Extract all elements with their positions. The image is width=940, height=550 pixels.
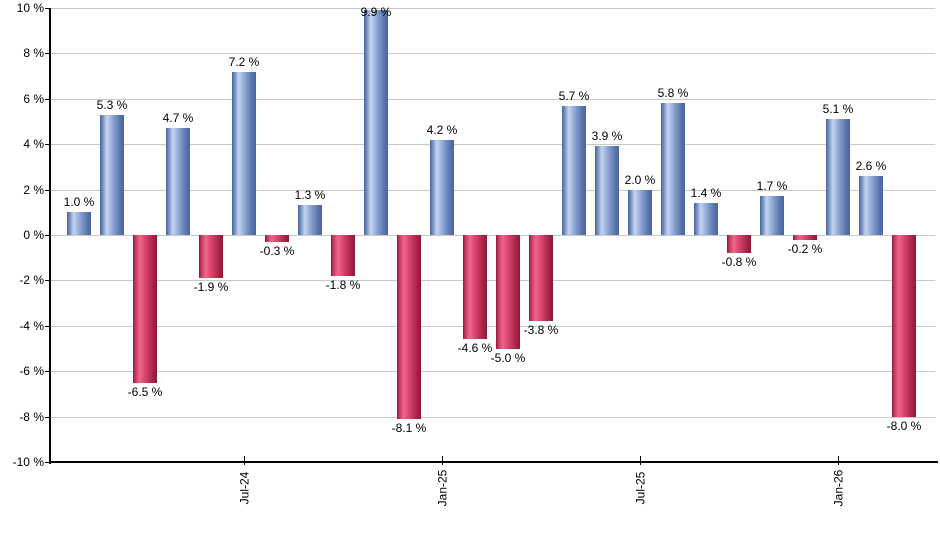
y-axis-tick <box>45 462 50 463</box>
bar-positive <box>595 146 619 235</box>
gridline <box>50 8 935 9</box>
y-tick-label: -6 % <box>19 364 44 379</box>
gridline <box>50 98 935 100</box>
bar-value-label: 5.1 % <box>822 102 854 117</box>
y-axis-tick <box>45 53 50 55</box>
bar-value-label: 3.9 % <box>591 129 623 144</box>
bar-positive <box>859 175 883 235</box>
x-tick-label: Jul-25 <box>600 448 680 528</box>
x-tick-label-text: Jan-26 <box>830 469 845 507</box>
x-tick-label-text: Jul-24 <box>237 471 251 505</box>
bar-value-label: -5.0 % <box>490 350 526 365</box>
bar-value-label: 1.4 % <box>690 186 722 201</box>
bar-positive <box>628 189 652 235</box>
bar-positive <box>232 71 256 235</box>
y-axis-tick <box>45 371 50 373</box>
bar-positive <box>661 103 685 235</box>
bar-value-label: -0.3 % <box>259 243 295 258</box>
gridline <box>50 371 935 373</box>
y-axis <box>49 8 51 464</box>
bar-value-label: 1.7 % <box>756 179 788 194</box>
bar-positive <box>826 119 850 235</box>
bar-value-label: -4.6 % <box>457 341 493 356</box>
bar-positive <box>67 212 91 235</box>
x-tick-mark <box>838 456 839 465</box>
bar-value-label: 5.3 % <box>96 97 128 112</box>
y-axis-tick <box>45 98 50 100</box>
bar-value-label: -3.8 % <box>523 323 559 338</box>
bar-positive <box>100 114 124 235</box>
x-tick-label: Jul-24 <box>204 448 284 528</box>
y-tick-label: -4 % <box>19 318 44 333</box>
y-axis-tick <box>45 235 50 236</box>
bar-value-label: -8.1 % <box>391 420 427 435</box>
bar-value-label: 1.3 % <box>294 188 326 203</box>
bar-negative <box>727 235 751 254</box>
bar-positive <box>562 105 586 235</box>
bar-value-label: 9.9 % <box>360 5 392 19</box>
x-tick-label: Jan-25 <box>402 448 482 528</box>
y-tick-label: -10 % <box>12 455 44 469</box>
y-axis-tick <box>45 325 50 327</box>
bar-negative <box>265 235 289 242</box>
y-tick-label: -2 % <box>19 273 44 288</box>
bar-positive <box>430 139 454 235</box>
bar-negative <box>892 235 916 417</box>
bar-value-label: -8.0 % <box>886 418 922 433</box>
y-tick-label: -8 % <box>19 409 44 424</box>
y-tick-label: 6 % <box>23 91 44 106</box>
bar-negative <box>463 235 487 340</box>
bar-value-label: 1.0 % <box>63 195 95 210</box>
y-axis-tick <box>45 144 50 146</box>
bar-value-label: 4.7 % <box>162 111 194 126</box>
x-axis <box>49 461 938 463</box>
x-tick-mark <box>442 456 443 465</box>
bar-negative <box>199 235 223 279</box>
bar-positive <box>694 203 718 235</box>
bar-positive <box>760 196 784 235</box>
bar-value-label: 7.2 % <box>228 54 260 69</box>
bar-value-label: 5.7 % <box>558 88 590 103</box>
y-axis-tick <box>45 416 50 418</box>
y-tick-label: 4 % <box>23 137 44 152</box>
gridline <box>50 53 935 55</box>
y-axis-tick <box>45 280 50 282</box>
gridline <box>50 144 935 146</box>
bar-positive <box>364 10 388 235</box>
bar-value-label: -1.9 % <box>193 280 229 295</box>
y-tick-label: 0 % <box>23 228 44 242</box>
bar-positive <box>298 205 322 235</box>
bar-negative <box>397 235 421 419</box>
bar-value-label: -1.8 % <box>325 277 361 292</box>
y-axis-tick <box>45 8 50 9</box>
y-tick-label: 2 % <box>23 182 44 197</box>
bar-negative <box>496 235 520 349</box>
x-tick-mark <box>640 456 641 465</box>
y-tick-label: 10 % <box>16 1 44 15</box>
bar-value-label: -0.2 % <box>787 241 823 256</box>
y-axis-tick <box>45 189 50 191</box>
gridline <box>50 280 935 282</box>
y-tick-label: 8 % <box>23 46 44 61</box>
bar-value-label: 4.2 % <box>426 122 458 137</box>
bar-negative <box>793 235 817 240</box>
bar-negative <box>331 235 355 276</box>
gridline <box>50 235 935 236</box>
bar-value-label: 2.0 % <box>624 172 656 187</box>
gridline <box>50 416 935 418</box>
bar-negative <box>529 235 553 322</box>
x-tick-label-text: Jan-25 <box>434 469 449 507</box>
x-tick-label: Jan-26 <box>798 448 878 528</box>
x-tick-label-text: Jul-25 <box>633 471 647 505</box>
x-tick-mark <box>244 456 245 465</box>
gridline <box>50 189 935 191</box>
bar-negative <box>133 235 157 383</box>
bar-positive <box>166 128 190 235</box>
bar-value-label: -6.5 % <box>127 384 163 399</box>
bar-value-label: -0.8 % <box>721 255 757 270</box>
gridline <box>50 325 935 327</box>
bar-value-label: 5.8 % <box>657 86 689 101</box>
bar-value-label: 2.6 % <box>855 158 887 173</box>
